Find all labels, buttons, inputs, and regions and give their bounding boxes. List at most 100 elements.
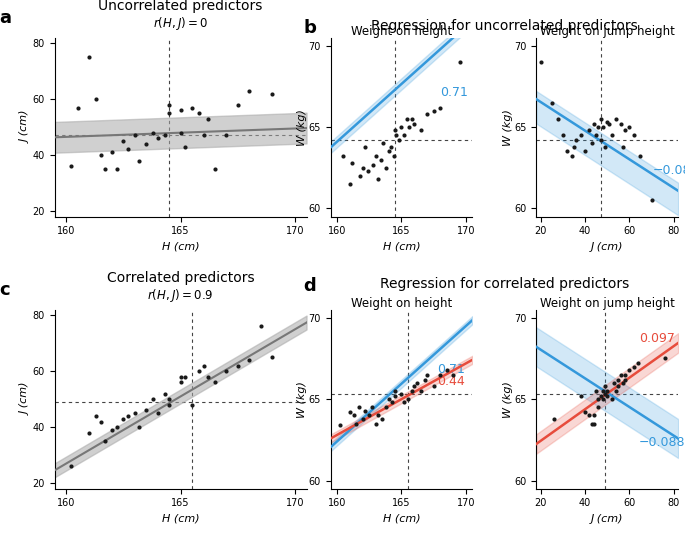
Point xyxy=(619,375,630,384)
Point xyxy=(266,89,277,98)
Point xyxy=(601,118,612,127)
Text: 0.71: 0.71 xyxy=(440,86,468,99)
Y-axis label: W (kg): W (kg) xyxy=(503,108,513,146)
Point xyxy=(428,382,439,390)
Point xyxy=(164,109,175,118)
Point xyxy=(370,152,381,161)
Point xyxy=(362,166,373,175)
Y-axis label: J (cm): J (cm) xyxy=(21,383,32,416)
Text: b: b xyxy=(303,19,316,37)
Point xyxy=(370,419,381,428)
Point xyxy=(615,371,626,379)
Point xyxy=(562,147,573,156)
Point xyxy=(580,408,590,417)
Point xyxy=(593,395,603,403)
Point xyxy=(409,382,420,390)
Point xyxy=(553,115,564,124)
Text: $r(H,J) = 0$: $r(H,J) = 0$ xyxy=(153,15,208,32)
Point xyxy=(203,373,214,381)
Point xyxy=(111,423,122,431)
Point xyxy=(159,131,170,140)
Point xyxy=(635,152,646,161)
Point xyxy=(604,120,615,128)
X-axis label: H (cm): H (cm) xyxy=(383,514,421,524)
Point xyxy=(428,106,439,115)
Point xyxy=(619,371,630,379)
Point xyxy=(575,131,586,140)
Point xyxy=(597,387,608,395)
Point xyxy=(358,163,369,172)
Point xyxy=(628,362,639,371)
Point xyxy=(601,391,612,400)
Text: c: c xyxy=(0,281,10,299)
Point xyxy=(613,375,624,384)
Point xyxy=(390,387,401,395)
Point xyxy=(373,411,384,420)
Point xyxy=(403,123,414,132)
Point xyxy=(129,131,140,140)
Point xyxy=(95,417,106,426)
Point xyxy=(232,361,243,370)
Point xyxy=(399,398,410,407)
Point xyxy=(617,379,628,387)
Point xyxy=(590,131,601,140)
Point xyxy=(584,411,595,420)
Point xyxy=(203,114,214,123)
Point xyxy=(396,123,407,132)
Point xyxy=(606,131,617,140)
Point xyxy=(175,128,186,137)
Point xyxy=(72,103,83,112)
Point xyxy=(175,106,186,114)
Text: Regression for uncorrelated predictors: Regression for uncorrelated predictors xyxy=(371,19,638,33)
Point xyxy=(193,109,204,118)
Point xyxy=(377,415,388,423)
X-axis label: H (cm): H (cm) xyxy=(383,242,421,252)
Point xyxy=(198,131,209,140)
Point xyxy=(390,391,401,400)
Point xyxy=(597,123,608,132)
Point xyxy=(599,142,610,151)
Point xyxy=(221,367,232,375)
Point xyxy=(118,415,129,423)
Point xyxy=(441,366,452,374)
Point xyxy=(118,137,129,146)
Point xyxy=(198,361,209,370)
Text: 0.097: 0.097 xyxy=(639,332,675,345)
Point xyxy=(134,156,145,165)
Point xyxy=(65,462,76,470)
X-axis label: J (cm): J (cm) xyxy=(591,242,623,252)
Point xyxy=(210,165,221,173)
Point xyxy=(375,155,386,164)
Point xyxy=(351,419,362,428)
Point xyxy=(387,398,398,407)
X-axis label: J (cm): J (cm) xyxy=(591,514,623,524)
Point xyxy=(193,367,204,375)
Y-axis label: W (kg): W (kg) xyxy=(297,108,307,146)
Point xyxy=(569,142,580,151)
Point xyxy=(422,110,433,118)
Point xyxy=(164,100,175,109)
Title: Weight on height: Weight on height xyxy=(351,25,452,38)
Point xyxy=(595,391,606,400)
Text: a: a xyxy=(0,9,12,27)
Point xyxy=(186,103,197,112)
Point xyxy=(107,426,118,434)
Point xyxy=(366,403,377,411)
Point xyxy=(84,53,95,61)
Point xyxy=(588,120,599,128)
Point xyxy=(610,387,621,395)
Point xyxy=(148,128,159,137)
Point xyxy=(615,120,626,128)
Point xyxy=(624,366,635,374)
Point xyxy=(378,139,389,148)
Point xyxy=(360,142,371,151)
Title: Weight on jump height: Weight on jump height xyxy=(540,25,675,38)
Point xyxy=(386,142,397,151)
Point xyxy=(345,180,356,188)
Point xyxy=(399,131,410,140)
Text: −0.088: −0.088 xyxy=(638,437,685,449)
Point xyxy=(347,158,358,167)
Point xyxy=(164,395,175,403)
Point xyxy=(383,147,394,156)
Point xyxy=(601,387,612,395)
